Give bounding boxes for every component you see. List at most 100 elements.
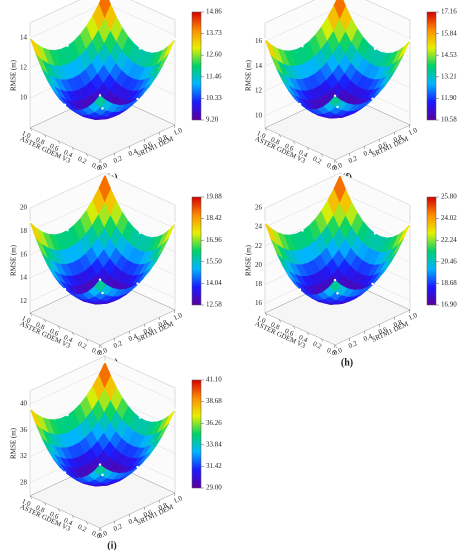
surface-patch <box>93 279 107 292</box>
y-tick-label: 0.0 <box>97 346 109 357</box>
colorbar-tick-label: 14.86 <box>206 8 222 16</box>
x-tick <box>264 127 268 132</box>
surface-patch <box>328 279 342 293</box>
z-tick-label: 36 <box>20 426 28 434</box>
surface-point <box>138 416 142 419</box>
x-tick <box>99 527 103 532</box>
y-tick <box>378 138 381 143</box>
surface-point <box>136 97 139 101</box>
surface-point <box>136 282 139 285</box>
colorbar-tick-label: 10.58 <box>441 116 457 124</box>
z-axis-label: RMSE (m) <box>10 59 18 91</box>
surface-point <box>66 413 69 417</box>
y-tick <box>363 145 366 150</box>
x-tick <box>29 495 33 500</box>
z-tick-label: 10 <box>255 111 263 119</box>
x-tick <box>85 338 89 342</box>
y-tick-label: 0.0 <box>97 161 109 172</box>
z-axis-label: RMSE (m) <box>10 427 18 459</box>
surface-point <box>66 44 69 48</box>
colorbar-tick-label: 18.68 <box>441 279 457 287</box>
x-tick-label: 0.4 <box>298 333 310 344</box>
colorbar-tick-label: 38.68 <box>206 397 222 405</box>
x-tick <box>320 338 324 342</box>
x-tick <box>57 325 61 329</box>
x-tick <box>306 147 310 151</box>
y-tick <box>128 330 131 335</box>
x-tick <box>71 515 75 519</box>
colorbar-tick-label: 16.96 <box>206 236 222 244</box>
y-tick-label: 0.2 <box>112 154 124 165</box>
surface-point <box>298 288 302 291</box>
surface-point <box>101 107 104 110</box>
x-tick <box>71 147 75 151</box>
surface-point <box>408 39 412 42</box>
colorbar-tick-label: 16.90 <box>441 301 457 309</box>
y-tick-label: 0.6 <box>142 325 154 336</box>
surface-point <box>301 229 304 232</box>
colorbar-tick-label: 33.84 <box>206 440 222 448</box>
y-tick <box>158 316 161 321</box>
panel-label: (h) <box>341 357 353 368</box>
colorbar-tick-label: 14.53 <box>441 51 457 59</box>
y-tick-label: 1.0 <box>407 311 419 322</box>
y-tick <box>143 506 146 511</box>
surface-point <box>301 45 304 48</box>
y-tick-label: 0.4 <box>362 147 374 158</box>
colorbar-tick-label: 15.84 <box>441 29 457 37</box>
z-tick-label: 18 <box>255 280 263 288</box>
y-tick <box>128 513 131 518</box>
x-tick-label: 0.2 <box>312 340 324 351</box>
x-tick-label: 0.6 <box>49 142 61 153</box>
x-tick <box>278 319 282 323</box>
surface-point <box>101 291 104 295</box>
y-tick <box>143 323 146 328</box>
y-tick <box>173 124 176 129</box>
y-tick <box>98 159 101 164</box>
x-tick-label: 0.8 <box>35 504 47 515</box>
colorbar-tick-label: 13.73 <box>206 29 222 37</box>
y-tick-label: 0.0 <box>332 161 344 172</box>
colorbar-tick-label: 36.26 <box>206 419 222 427</box>
colorbar <box>191 196 202 306</box>
colorbar <box>191 11 202 121</box>
panel-label: (i) <box>107 540 116 550</box>
y-tick <box>98 527 101 532</box>
x-tick <box>334 159 338 164</box>
surface-point <box>173 222 177 225</box>
surface-point <box>63 103 67 106</box>
colorbar <box>426 196 437 306</box>
surface-point <box>28 36 32 40</box>
y-tick <box>408 124 411 129</box>
z-tick-label: 20 <box>255 261 263 269</box>
x-tick-label: 0.6 <box>49 327 61 338</box>
surface-point <box>28 220 32 224</box>
y-tick-label: 0.6 <box>377 325 389 336</box>
x-tick <box>99 159 103 164</box>
surface-point <box>333 94 337 97</box>
grid-line <box>29 172 176 209</box>
y-tick <box>98 344 101 349</box>
z-tick-label: 16 <box>255 299 263 307</box>
x-tick <box>292 325 296 329</box>
y-tick-label: 0.0 <box>332 346 344 357</box>
x-tick <box>43 134 47 138</box>
y-tick-label: 0.8 <box>157 133 169 144</box>
colorbar-tick-label: 13.21 <box>441 72 457 80</box>
y-tick-label: 0.6 <box>142 508 154 519</box>
y-tick-label: 0.2 <box>112 339 124 350</box>
y-tick-label: 0.4 <box>127 332 139 343</box>
z-tick-label: 12 <box>20 297 28 305</box>
x-tick-label: 0.2 <box>77 340 89 351</box>
colorbar-tick-label: 19.88 <box>206 193 222 201</box>
colorbar-tick-label: 22.24 <box>441 236 457 244</box>
surface-point <box>28 407 32 410</box>
y-tick-label: 1.0 <box>407 126 419 137</box>
x-tick-label: 0.0 <box>91 346 103 357</box>
surface-point <box>138 47 142 50</box>
surface-point <box>336 292 339 295</box>
